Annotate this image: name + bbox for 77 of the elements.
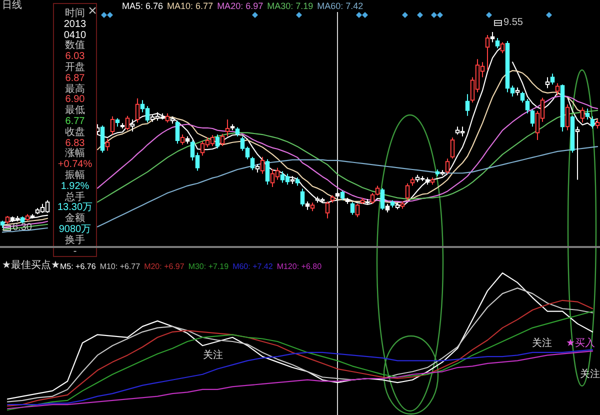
annotation: 关注	[532, 338, 552, 349]
candlestick	[370, 192, 375, 204]
annotation: 开盘	[64, 62, 86, 74]
annotation: 6.77	[64, 116, 86, 127]
text: MA5: 6.76	[122, 1, 164, 11]
candlestick	[495, 38, 500, 49]
text: MA30: 7.19	[267, 1, 314, 11]
text: MA10: 6.77	[167, 1, 214, 11]
annotation: 0410	[62, 30, 88, 41]
text: 2013	[64, 18, 86, 30]
annotation: 关注	[203, 350, 223, 361]
candlestick	[175, 120, 180, 144]
text: MA60: 7.42	[317, 1, 364, 11]
candlestick	[110, 116, 115, 136]
annotation: 收盘	[64, 126, 86, 139]
candlestick	[590, 116, 595, 129]
annotation: 涨幅	[64, 148, 86, 160]
candlestick	[405, 182, 410, 201]
annotation: 数值	[64, 40, 86, 52]
text: 时间	[65, 8, 85, 19]
candlestick	[220, 133, 225, 146]
candlestick	[500, 42, 505, 54]
annotation: 最高	[64, 84, 86, 95]
annotation: 最低	[64, 105, 86, 117]
candlestick	[250, 156, 255, 171]
candlestick	[340, 190, 345, 201]
candlestick	[525, 98, 530, 114]
text: 换手	[65, 234, 85, 246]
annotation: 6.83	[64, 138, 86, 149]
text: M120: +6.80	[276, 262, 322, 271]
annotation: 6.03	[64, 51, 86, 62]
candlestick	[235, 126, 240, 137]
text: M20: +6.97	[144, 262, 184, 271]
candlestick	[135, 98, 140, 123]
text: M30: +7.19	[188, 262, 229, 271]
annotation: 金额	[64, 213, 86, 224]
text: MA20: 6.97	[217, 1, 264, 11]
candlestick	[450, 137, 455, 160]
text: 9.55	[504, 17, 523, 28]
candlestick	[580, 106, 585, 123]
annotation: 9080万	[58, 224, 92, 235]
candlestick	[530, 108, 535, 128]
candlestick	[215, 134, 220, 149]
candlestick	[325, 200, 330, 219]
candlestick	[375, 185, 380, 196]
candlestick	[180, 134, 185, 146]
text: -	[73, 246, 77, 257]
annotation: 总手	[65, 192, 85, 203]
candlestick	[100, 124, 105, 154]
candlestick	[575, 126, 580, 180]
annotation: 13.30万	[56, 202, 94, 214]
text: M60: +7.42	[232, 262, 273, 271]
candlestick	[380, 188, 385, 210]
candlestick	[350, 202, 355, 216]
candlestick	[105, 138, 110, 152]
annotation: 6.90	[64, 94, 86, 106]
candlestick	[265, 158, 270, 186]
candlestick	[225, 118, 230, 137]
candlestick	[300, 188, 305, 207]
candlestick	[585, 108, 590, 120]
candlestick	[485, 34, 490, 70]
text: M5: +6.76	[60, 262, 96, 271]
candlestick	[490, 32, 495, 43]
candlestick	[550, 73, 555, 85]
text: M10: +6.77	[100, 262, 140, 271]
annotation: 振幅	[64, 170, 86, 182]
candlestick	[520, 91, 525, 104]
candlestick	[465, 94, 470, 116]
annotation: 1.92%	[60, 180, 90, 192]
annotation: +0.74%	[56, 159, 94, 170]
chart-title: ★最佳买点★	[2, 260, 60, 272]
candlestick	[355, 203, 360, 218]
candlestick	[565, 104, 570, 131]
candlestick	[555, 82, 560, 96]
candlestick	[545, 76, 550, 89]
annotation: 6.87	[64, 72, 86, 84]
chart-title: 日线	[2, 0, 22, 12]
